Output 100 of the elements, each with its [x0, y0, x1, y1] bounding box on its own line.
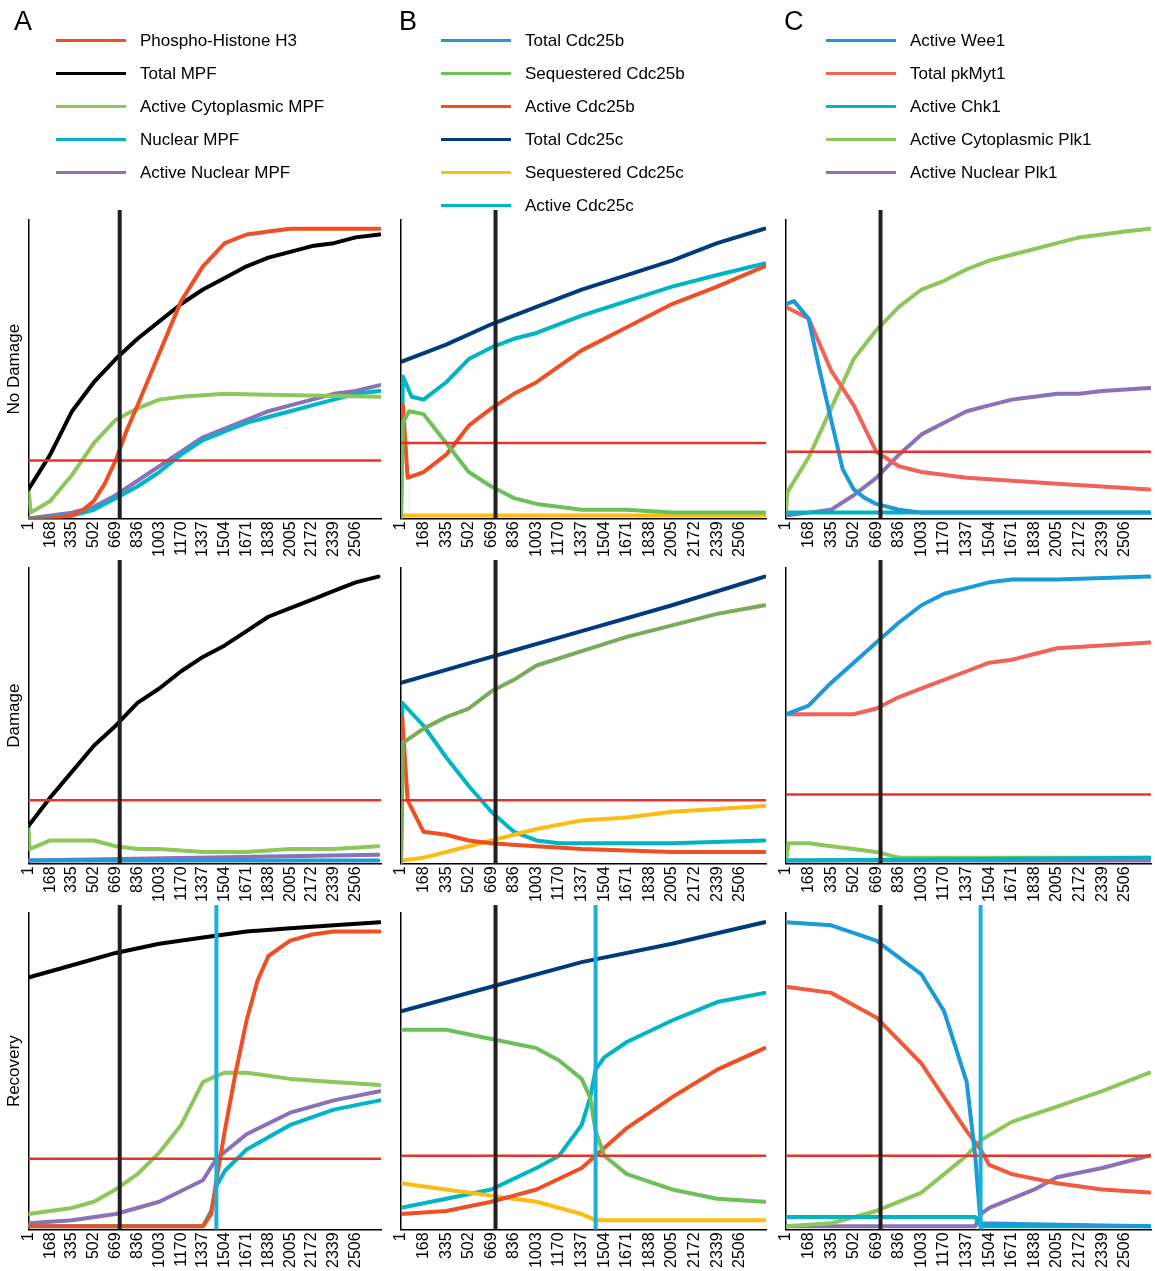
x-tick-label: 1838	[639, 866, 657, 902]
x-tick-label: 2339	[707, 866, 725, 902]
x-tick-label: 1671	[1002, 866, 1020, 902]
x-tick-label: 2506	[346, 1232, 364, 1268]
x-tick-label: 1170	[171, 521, 189, 556]
x-tick-label: 2339	[707, 521, 725, 557]
x-tick-label: 669	[481, 866, 499, 894]
x-tick-label: 1	[391, 1232, 409, 1242]
x-tick-label: 1671	[1002, 521, 1020, 557]
x-tick-label: 168	[413, 1232, 431, 1260]
x-tick-label: 1337	[957, 866, 975, 902]
x-tick-label: 836	[504, 1232, 522, 1260]
x-tick-label: 1337	[572, 1232, 590, 1268]
x-tick-label: 1170	[171, 1232, 189, 1267]
x-tick-label: 1	[776, 866, 794, 876]
x-tick-label: 1003	[149, 866, 167, 902]
x-tick-label: 502	[844, 1232, 862, 1260]
x-tick-label: 1003	[911, 866, 929, 902]
x-tick-label: 1838	[258, 866, 276, 902]
x-tick-label: 2339	[1092, 521, 1110, 557]
x-tick-label: 836	[889, 866, 907, 894]
x-tick-label: 1504	[979, 1232, 997, 1268]
x-tick-label: 1838	[639, 521, 657, 557]
x-tick-label: 335	[62, 521, 80, 549]
x-tick-label: 1671	[1002, 1232, 1020, 1268]
x-tick-label: 669	[106, 1232, 124, 1260]
x-tick-label: 335	[821, 866, 839, 894]
x-tick-label: 2339	[1092, 866, 1110, 902]
x-tick-label: 1504	[215, 521, 233, 557]
x-tick-label: 1003	[149, 1232, 167, 1268]
x-tick-label: 1671	[617, 866, 635, 902]
x-tick-label: 836	[127, 866, 145, 894]
x-tick-label: 2339	[324, 1232, 342, 1268]
legend-label: Active Cdc25c	[525, 195, 634, 216]
x-tick-label: 836	[889, 521, 907, 549]
x-tick-label: 669	[866, 521, 884, 549]
x-tick-label: 669	[481, 521, 499, 549]
x-tick-label: 1337	[957, 521, 975, 557]
chart-title: B	[399, 6, 418, 36]
x-tick-label: 1	[18, 521, 36, 531]
x-tick-label: 1504	[594, 521, 612, 557]
x-tick-label: 2005	[280, 866, 298, 902]
legend-label: Total MPF	[140, 63, 217, 84]
x-tick-label: 1671	[617, 1232, 635, 1268]
y-axis-title: Recovery	[3, 1034, 23, 1108]
x-tick-label: 1	[391, 521, 409, 531]
x-tick-label: 2339	[1092, 1232, 1110, 1268]
x-tick-label: 1	[18, 1232, 36, 1242]
x-tick-label: 836	[504, 521, 522, 549]
legend-label: Phospho-Histone H3	[140, 30, 297, 51]
x-tick-label: 2005	[662, 521, 680, 557]
x-tick-label: 168	[40, 1232, 58, 1260]
x-tick-label: 168	[413, 521, 431, 549]
x-tick-label: 1	[18, 866, 36, 876]
x-tick-label: 2172	[685, 866, 702, 902]
x-tick-label: 836	[127, 1232, 145, 1260]
x-tick-label: 1	[391, 866, 409, 876]
x-tick-label: 168	[798, 1232, 816, 1260]
x-tick-label: 1003	[526, 866, 544, 902]
x-tick-label: 1337	[193, 521, 211, 557]
legend-label: Active Nuclear MPF	[140, 162, 291, 183]
x-tick-label: 502	[84, 1232, 102, 1260]
x-tick-label: 1504	[594, 866, 612, 902]
x-tick-label: 1170	[934, 521, 952, 556]
x-tick-label: 2506	[346, 866, 364, 902]
legend-label: Active Wee1	[910, 30, 1006, 51]
x-tick-label: 1337	[193, 1232, 211, 1268]
x-tick-label: 1504	[979, 521, 997, 557]
x-tick-label: 1838	[1024, 521, 1042, 557]
x-tick-label: 335	[436, 1232, 454, 1260]
x-tick-label: 2005	[280, 521, 298, 557]
x-tick-label: 335	[436, 866, 454, 894]
legend-label: Active Chk1	[910, 96, 1001, 117]
x-tick-label: 1337	[572, 521, 590, 557]
x-tick-label: 1838	[1024, 866, 1042, 902]
x-tick-label: 669	[106, 521, 124, 549]
x-tick-label: 168	[40, 521, 58, 549]
x-tick-label: 836	[504, 866, 522, 894]
x-tick-label: 1003	[911, 521, 929, 557]
legend-label: Total Cdc25c	[525, 129, 624, 150]
x-tick-label: 2005	[280, 1232, 298, 1268]
x-tick-label: 1337	[957, 1232, 975, 1268]
x-tick-label: 1504	[979, 866, 997, 902]
x-tick-label: 1337	[193, 866, 211, 902]
x-tick-label: 1671	[236, 1232, 254, 1268]
x-tick-label: 669	[106, 866, 124, 894]
x-tick-label: 2506	[1115, 866, 1133, 902]
x-tick-label: 836	[127, 521, 145, 549]
x-tick-label: 1	[776, 1232, 794, 1242]
legend-label: Total pkMyt1	[910, 63, 1006, 84]
x-tick-label: 2339	[324, 866, 342, 902]
x-tick-label: 1170	[549, 866, 567, 901]
y-axis-title: No Damage	[3, 323, 23, 415]
x-tick-label: 168	[798, 521, 816, 549]
x-tick-label: 1170	[171, 866, 189, 901]
x-tick-label: 2172	[1070, 521, 1087, 557]
legend-label: Active Cytoplasmic Plk1	[910, 129, 1092, 150]
x-tick-label: 2172	[302, 866, 320, 902]
x-tick-label: 2172	[685, 521, 702, 557]
x-tick-label: 502	[84, 866, 102, 894]
